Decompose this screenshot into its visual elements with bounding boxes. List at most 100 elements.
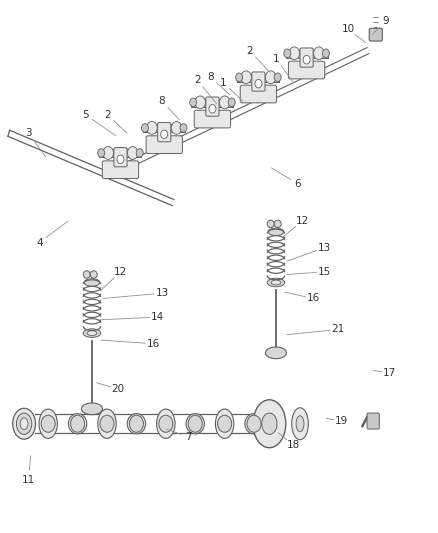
Ellipse shape (247, 415, 261, 432)
Text: 16: 16 (147, 339, 160, 349)
Text: 12: 12 (296, 216, 309, 226)
FancyBboxPatch shape (369, 28, 382, 41)
Circle shape (209, 104, 216, 113)
Polygon shape (311, 50, 328, 58)
Circle shape (117, 155, 124, 164)
Circle shape (195, 96, 205, 109)
FancyBboxPatch shape (288, 61, 325, 79)
Text: 20: 20 (112, 384, 125, 394)
Ellipse shape (68, 414, 87, 434)
Circle shape (289, 47, 300, 60)
Ellipse shape (265, 347, 286, 359)
Circle shape (98, 149, 105, 157)
Ellipse shape (267, 278, 285, 287)
Text: 8: 8 (207, 72, 214, 82)
Polygon shape (191, 99, 208, 107)
Circle shape (255, 79, 262, 88)
Circle shape (284, 49, 291, 58)
Text: 13: 13 (318, 243, 331, 253)
Polygon shape (99, 149, 116, 157)
Ellipse shape (16, 413, 32, 434)
Text: 12: 12 (114, 267, 127, 277)
FancyBboxPatch shape (206, 97, 219, 116)
Circle shape (127, 147, 138, 159)
Text: 2: 2 (246, 46, 253, 55)
FancyBboxPatch shape (300, 48, 313, 67)
Text: 8: 8 (159, 96, 166, 106)
Ellipse shape (261, 413, 277, 434)
Ellipse shape (39, 409, 57, 438)
FancyBboxPatch shape (114, 148, 127, 167)
Circle shape (180, 124, 187, 132)
FancyBboxPatch shape (367, 413, 379, 429)
Text: 9: 9 (382, 17, 389, 26)
Circle shape (219, 96, 230, 109)
Circle shape (274, 73, 281, 82)
Polygon shape (217, 99, 233, 107)
Ellipse shape (20, 418, 28, 430)
FancyBboxPatch shape (194, 110, 230, 128)
Text: 1: 1 (272, 54, 279, 63)
Ellipse shape (98, 409, 116, 438)
Text: 1: 1 (220, 78, 227, 87)
Circle shape (141, 124, 148, 132)
Circle shape (265, 71, 276, 84)
Text: 5: 5 (82, 110, 89, 119)
Text: 15: 15 (318, 267, 331, 277)
Text: 18: 18 (287, 440, 300, 450)
Ellipse shape (90, 271, 97, 278)
Ellipse shape (84, 279, 100, 286)
Ellipse shape (186, 414, 205, 434)
Circle shape (314, 47, 324, 60)
Ellipse shape (127, 414, 145, 434)
Ellipse shape (271, 280, 281, 285)
FancyBboxPatch shape (102, 161, 138, 179)
Circle shape (103, 147, 113, 159)
Ellipse shape (267, 220, 274, 228)
Ellipse shape (188, 415, 202, 432)
Ellipse shape (81, 403, 102, 415)
Ellipse shape (245, 414, 263, 434)
Text: 11: 11 (22, 475, 35, 484)
Circle shape (190, 98, 197, 107)
Text: 21: 21 (332, 325, 345, 334)
Text: 6: 6 (294, 179, 301, 189)
Polygon shape (237, 74, 254, 82)
Ellipse shape (292, 408, 308, 440)
Polygon shape (143, 124, 160, 132)
Ellipse shape (268, 228, 284, 236)
Ellipse shape (83, 271, 90, 278)
Ellipse shape (129, 415, 143, 432)
Ellipse shape (157, 409, 175, 438)
Ellipse shape (87, 330, 97, 336)
FancyBboxPatch shape (252, 72, 265, 91)
Text: 10: 10 (342, 25, 355, 34)
Text: 13: 13 (155, 288, 169, 298)
Text: 19: 19 (335, 416, 348, 426)
Polygon shape (263, 74, 279, 82)
Circle shape (171, 122, 182, 134)
Polygon shape (169, 124, 185, 132)
FancyBboxPatch shape (158, 123, 171, 142)
Circle shape (322, 49, 329, 58)
Text: 4: 4 (36, 238, 43, 247)
Ellipse shape (215, 409, 234, 438)
Ellipse shape (218, 415, 232, 432)
Ellipse shape (100, 415, 114, 432)
Text: 14: 14 (151, 312, 164, 322)
FancyBboxPatch shape (146, 136, 182, 154)
Ellipse shape (253, 400, 286, 448)
FancyBboxPatch shape (240, 85, 277, 103)
Circle shape (241, 71, 251, 84)
Circle shape (303, 55, 310, 64)
Text: 2: 2 (104, 110, 111, 119)
Ellipse shape (296, 416, 304, 432)
Text: 17: 17 (383, 368, 396, 378)
Circle shape (147, 122, 157, 134)
Circle shape (228, 98, 235, 107)
Polygon shape (286, 50, 302, 58)
Ellipse shape (274, 220, 281, 228)
Ellipse shape (71, 415, 85, 432)
Text: 2: 2 (194, 75, 201, 85)
Text: 16: 16 (307, 294, 320, 303)
